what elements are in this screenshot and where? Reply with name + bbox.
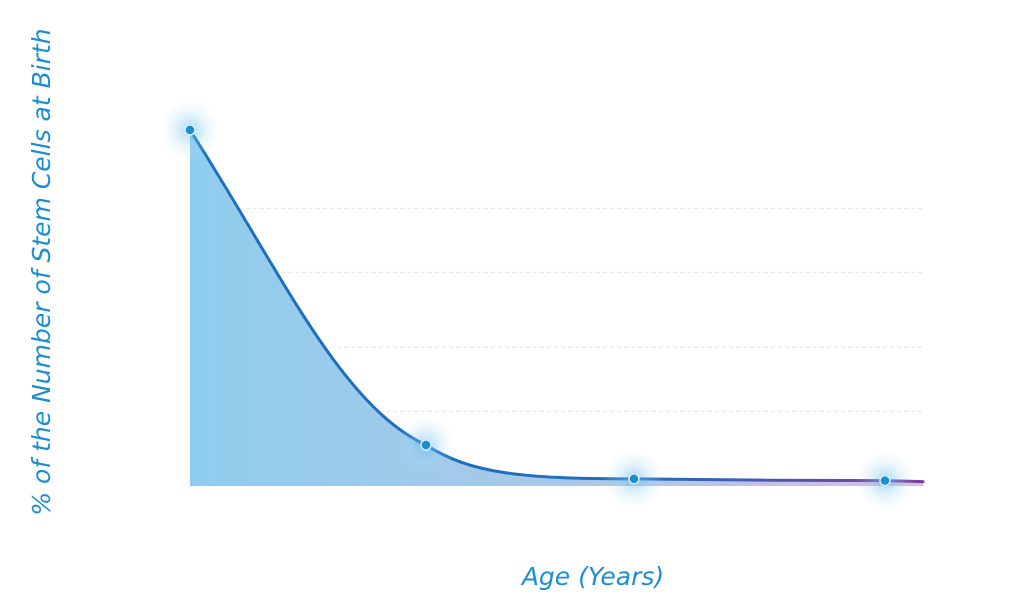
data-point bbox=[160, 100, 220, 160]
data-point bbox=[855, 450, 915, 511]
x-axis-label: Age (Years) bbox=[520, 562, 664, 591]
data-point bbox=[396, 415, 456, 476]
data-point bbox=[604, 448, 664, 509]
data-points bbox=[160, 100, 915, 511]
y-axis-label: % of the Number of Stem Cells at Birth bbox=[27, 28, 56, 515]
series-line bbox=[188, 128, 925, 484]
area-fill bbox=[190, 130, 923, 486]
